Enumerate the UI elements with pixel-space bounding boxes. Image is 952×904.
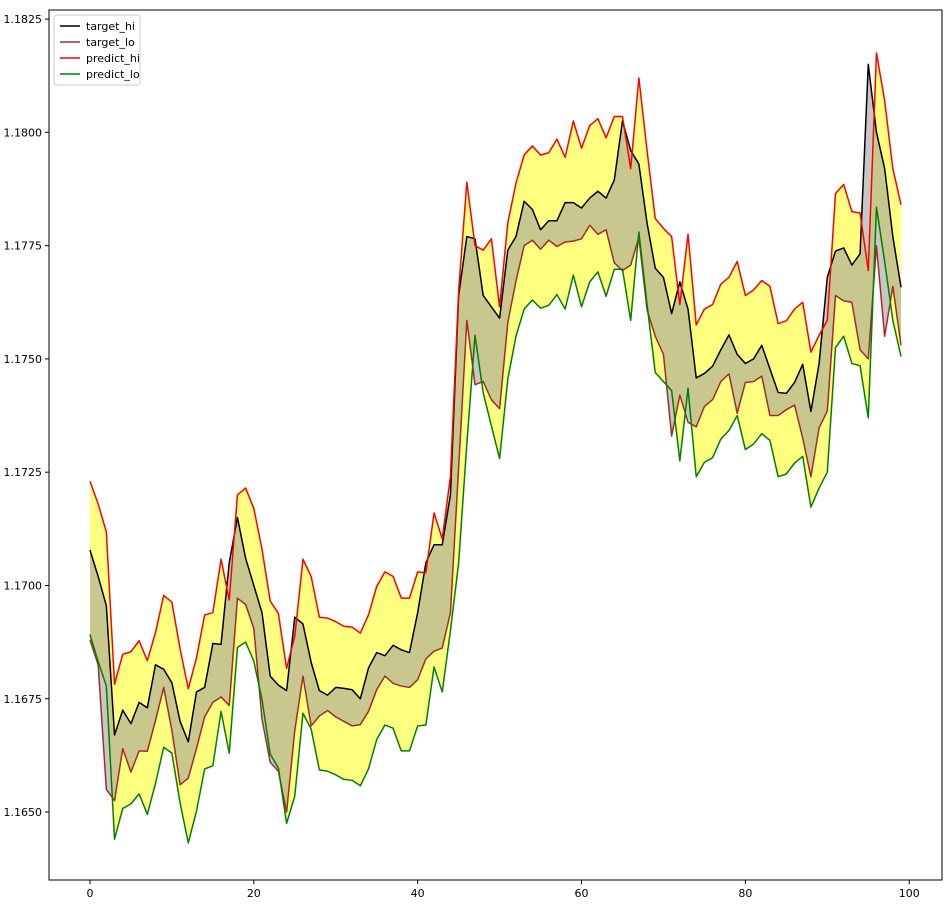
legend-label-target-lo: target_lo <box>86 36 135 49</box>
y-tick-label: 1.1775 <box>4 240 43 253</box>
x-tick-label: 0 <box>86 887 93 900</box>
series-line-predict-lo <box>89 206 902 844</box>
plot-area <box>89 52 902 844</box>
y-tick-label: 1.1650 <box>4 806 43 819</box>
legend-box <box>53 14 141 86</box>
x-tick-label: 20 <box>247 887 261 900</box>
y-tick-label: 1.1700 <box>4 579 43 592</box>
x-tick-label: 60 <box>575 887 589 900</box>
legend-label-predict-hi: predict_hi <box>86 52 140 65</box>
y-tick-label: 1.1750 <box>4 353 43 366</box>
x-tick-label: 80 <box>738 887 752 900</box>
legend-label-predict-lo: predict_lo <box>86 68 140 81</box>
series-line-predict-hi <box>89 52 902 690</box>
legend-label-target-hi: target_hi <box>86 20 135 33</box>
y-tick-label: 1.1800 <box>4 126 43 139</box>
x-axis: 0 20 40 60 80 100 <box>86 880 920 900</box>
x-tick-label: 40 <box>411 887 425 900</box>
series-line-target-lo <box>89 224 902 813</box>
legend: target_hi target_lo predict_hi predict_lo <box>53 14 141 86</box>
y-tick-label: 1.1675 <box>4 693 43 706</box>
y-tick-label: 1.1825 <box>4 13 43 26</box>
x-tick-label: 100 <box>899 887 920 900</box>
y-axis: 1.1650 1.1675 1.1700 1.1725 1.1750 1.1775 1.18… <box>4 13 49 819</box>
plot-frame <box>48 9 943 881</box>
series-line-target-hi <box>89 63 902 743</box>
y-tick-label: 1.1725 <box>4 466 43 479</box>
